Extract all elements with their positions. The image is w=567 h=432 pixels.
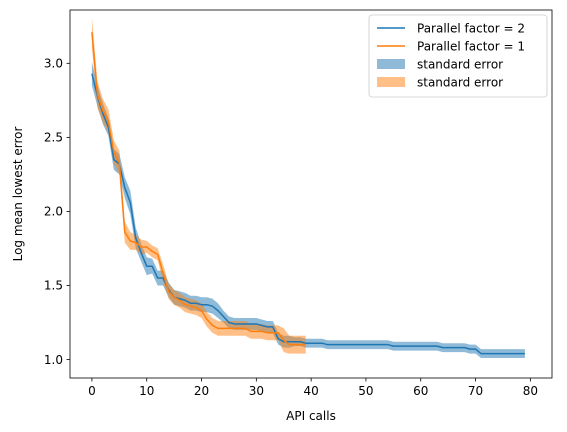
x-tick-label: 70 <box>468 384 483 398</box>
x-tick-label: 40 <box>303 384 318 398</box>
legend: Parallel factor = 2 Parallel factor = 1 st… <box>368 14 548 98</box>
y-axis: 1.0 1.5 2.0 2.5 3.0 <box>44 57 70 367</box>
legend-patch-2 <box>377 77 405 87</box>
y-tick-label: 1.0 <box>44 353 63 367</box>
y-axis-label: Log mean lowest error <box>11 127 25 262</box>
x-axis: 0 10 20 30 40 50 60 70 80 <box>88 378 538 398</box>
x-tick-label: 30 <box>249 384 264 398</box>
series-line-2 <box>91 32 306 346</box>
legend-label-1: Parallel factor = 2 <box>417 21 525 35</box>
x-tick-label: 20 <box>194 384 209 398</box>
x-tick-label: 80 <box>523 384 538 398</box>
legend-label-4: standard error <box>417 75 503 89</box>
legend-label-3: standard error <box>417 57 503 71</box>
y-tick-label: 3.0 <box>44 57 63 71</box>
legend-label-2: Parallel factor = 1 <box>417 39 525 53</box>
series-line-1 <box>91 73 525 355</box>
x-tick-label: 50 <box>358 384 373 398</box>
legend-box <box>368 14 548 98</box>
x-tick-label: 10 <box>139 384 154 398</box>
error-band-1 <box>91 61 525 359</box>
y-tick-label: 1.5 <box>44 279 63 293</box>
y-tick-label: 2.5 <box>44 131 63 145</box>
x-axis-label: API calls <box>286 409 336 423</box>
legend-patch-1 <box>377 59 405 69</box>
y-tick-label: 2.0 <box>44 205 63 219</box>
x-tick-label: 60 <box>413 384 428 398</box>
x-tick-label: 0 <box>88 384 96 398</box>
series-lines <box>91 32 525 355</box>
